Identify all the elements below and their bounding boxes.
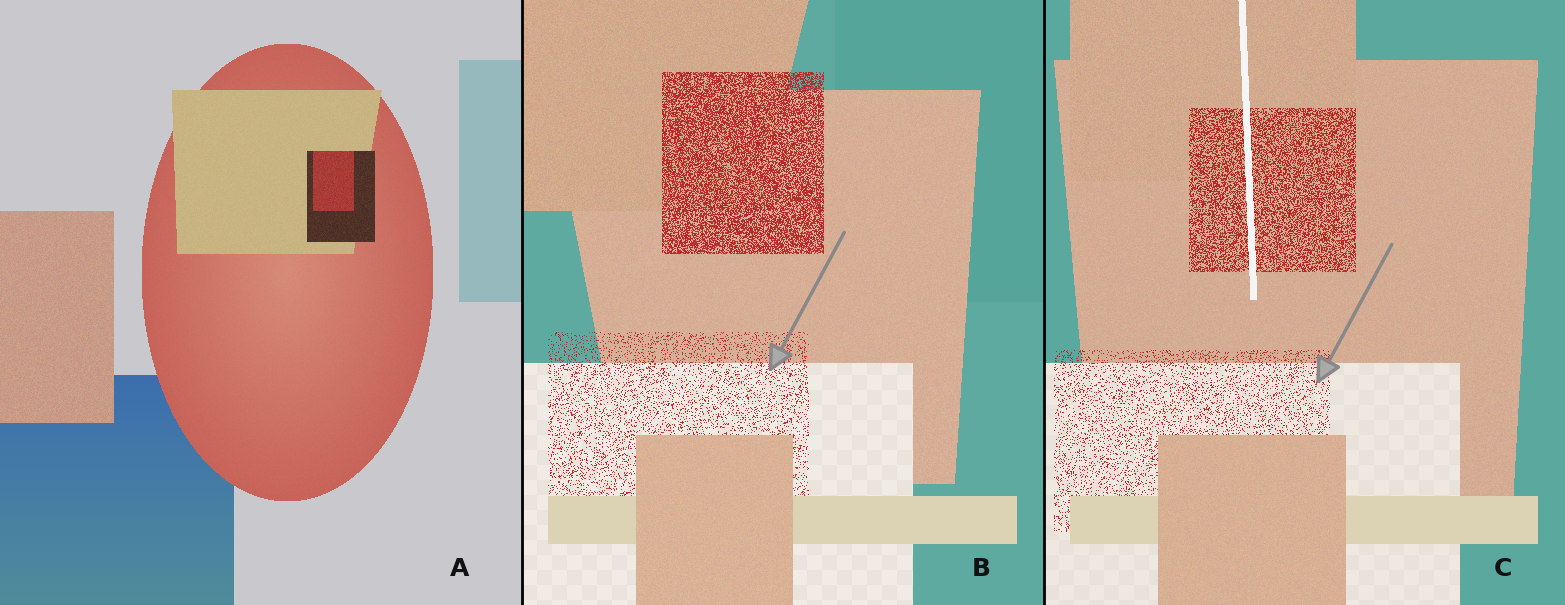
Text: B: B [972, 557, 991, 581]
Text: C: C [1493, 557, 1512, 581]
Text: A: A [449, 557, 470, 581]
